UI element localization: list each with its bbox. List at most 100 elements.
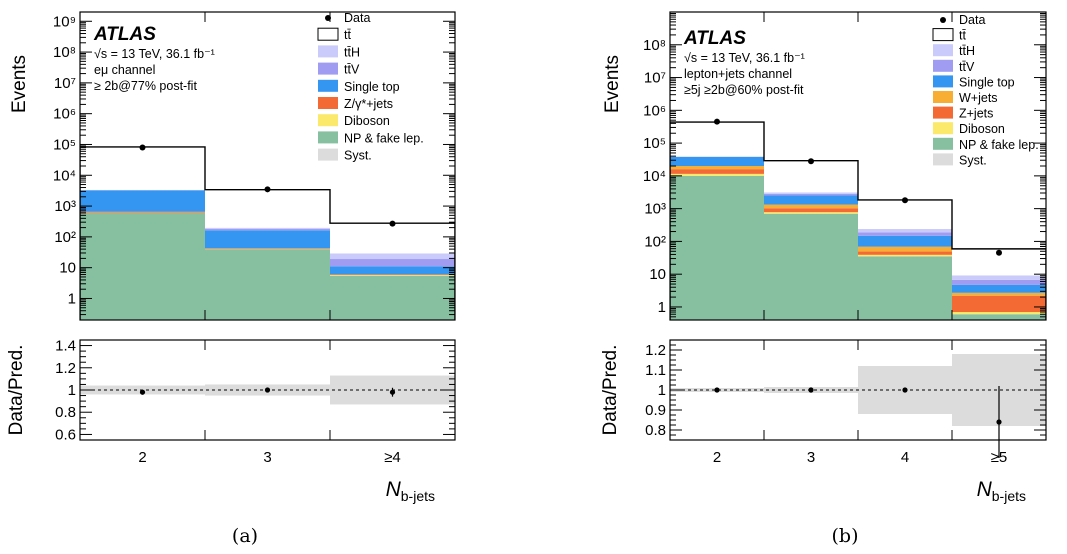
y-tick-label: 10⁴ — [53, 167, 76, 184]
ratio-point — [264, 387, 271, 393]
bar-tt̄H — [205, 227, 330, 229]
y-tick-label: 10 — [59, 260, 76, 277]
bar-tt̄V — [764, 193, 858, 196]
bar-Single top — [205, 230, 330, 249]
legend-marker-data — [940, 17, 946, 23]
ratio-point — [902, 387, 908, 393]
info-line: ≥5j ≥2b@60% post-fit — [684, 83, 804, 97]
bar-tt̄H — [952, 275, 1046, 280]
legend-label: tt̄ — [959, 29, 966, 43]
bar-Z+jets — [764, 208, 858, 213]
bar-Single top — [330, 266, 455, 275]
bar-Single top — [858, 235, 952, 247]
legend-swatch — [318, 131, 338, 144]
data-point — [996, 249, 1002, 256]
legend-swatch — [933, 44, 953, 57]
bar-Z/γ*+jets — [330, 274, 455, 275]
bar-tt̄V — [858, 232, 952, 236]
ratio-point — [714, 387, 720, 393]
legend-swatch — [318, 62, 338, 75]
legend-label: Single top — [344, 80, 400, 94]
legend-swatch — [933, 137, 953, 150]
bar-Z/γ*+jets — [205, 248, 330, 249]
info-line: eμ channel — [94, 63, 155, 77]
bar-Diboson — [764, 212, 858, 214]
info-line: ≥ 2b@77% post-fit — [94, 79, 197, 93]
ratio-point — [996, 419, 1002, 425]
data-point — [714, 118, 720, 125]
y-tick-label: 10⁶ — [643, 102, 666, 119]
ratio-point — [139, 389, 146, 395]
bar-Diboson — [858, 254, 952, 257]
x-tick-label: 2 — [713, 449, 721, 466]
legend-label: Syst. — [344, 149, 372, 163]
bar-W+jets — [952, 292, 1046, 296]
legend-label: Single top — [959, 75, 1015, 89]
legend-swatch — [318, 114, 338, 127]
legend-swatch — [933, 91, 953, 103]
info-line: √s = 13 TeV, 36.1 fb⁻¹ — [684, 51, 805, 65]
chart-panel-0: 1 10 10² 10³ 10⁴ 10⁵ 10⁶ 10⁷ 10⁸ 10⁹ Events ATLAS √s… — [6, 11, 456, 547]
legend-swatch — [317, 27, 339, 41]
bar-tt̄V — [205, 228, 330, 231]
y-axis-label: Events — [602, 55, 623, 113]
x-tick-label: 2 — [138, 449, 146, 466]
y-tick-label: 10³ — [644, 201, 666, 218]
data-point — [389, 220, 396, 227]
info-line: lepton+jets channel — [684, 67, 792, 81]
y-tick-label: 10² — [644, 233, 666, 250]
bar-Z+jets — [952, 295, 1046, 313]
legend-marker-data — [325, 15, 331, 21]
legend-label: NP & fake lep. — [959, 138, 1039, 152]
y-tick-label: 1 — [658, 299, 666, 316]
y-tick-label: 1 — [68, 290, 76, 307]
bar-NP & fake lep. — [670, 175, 764, 320]
legend-swatch — [318, 97, 338, 109]
bar-tt̄H — [858, 229, 952, 233]
x-tick-label: 3 — [263, 449, 271, 466]
legend-label: tt̄H — [959, 44, 975, 58]
bar-tt̄V — [330, 259, 455, 267]
legend-swatch — [933, 122, 953, 135]
bar-NP & fake lep. — [80, 212, 205, 320]
bar-Diboson — [952, 312, 1046, 315]
bar-Z+jets — [670, 169, 764, 174]
ratio-y-axis-label: Data/Pred. — [6, 345, 27, 436]
legend-label: Syst. — [959, 153, 987, 167]
y-axis-label: Events — [9, 55, 30, 113]
ratio-y-tick-label: 0.8 — [55, 404, 76, 421]
legend-label: tt̄V — [959, 60, 975, 74]
bar-Z+jets — [858, 251, 952, 255]
ratio-point — [389, 389, 396, 395]
legend-swatch-syst — [933, 153, 953, 166]
x-axis-label: Nb-jets — [977, 478, 1026, 504]
legend-swatch — [933, 75, 953, 88]
legend-swatch — [318, 45, 338, 58]
legend-swatch — [933, 59, 953, 72]
bar-tt̄V — [952, 279, 1046, 285]
ratio-y-tick-label: 0.6 — [55, 426, 76, 443]
legend-label: Data — [959, 13, 985, 27]
legend-label: Z/γ*+jets — [344, 97, 393, 111]
legend-label: W+jets — [959, 91, 998, 105]
bar-tt̄ — [330, 223, 455, 254]
y-tick-label: 10³ — [54, 198, 76, 215]
y-tick-label: 10⁹ — [53, 13, 76, 30]
panel-caption: (b) — [832, 525, 859, 547]
legend-label: Diboson — [959, 122, 1005, 136]
y-tick-label: 10⁷ — [644, 70, 666, 87]
atlas-label: ATLAS — [93, 24, 156, 45]
info-line: √s = 13 TeV, 36.1 fb⁻¹ — [94, 47, 215, 61]
chart-panel-1: 1 10 10² 10³ 10⁴ 10⁵ 10⁶ 10⁷ 10⁸ Events ATLAS √s = … — [600, 11, 1047, 547]
bar-Single top — [80, 190, 205, 212]
ratio-y-axis-label: Data/Pred. — [600, 345, 621, 436]
x-axis-label: Nb-jets — [386, 478, 435, 504]
x-tick-label: ≥4 — [384, 449, 401, 466]
bar-tt̄ — [205, 189, 330, 228]
x-tick-label: 3 — [807, 449, 815, 466]
ratio-y-tick-label: 0.8 — [645, 422, 666, 439]
bar-Single top — [764, 195, 858, 205]
legend-swatch-syst — [318, 148, 338, 161]
ratio-y-tick-label: 1.1 — [645, 362, 666, 379]
data-point — [808, 158, 814, 165]
